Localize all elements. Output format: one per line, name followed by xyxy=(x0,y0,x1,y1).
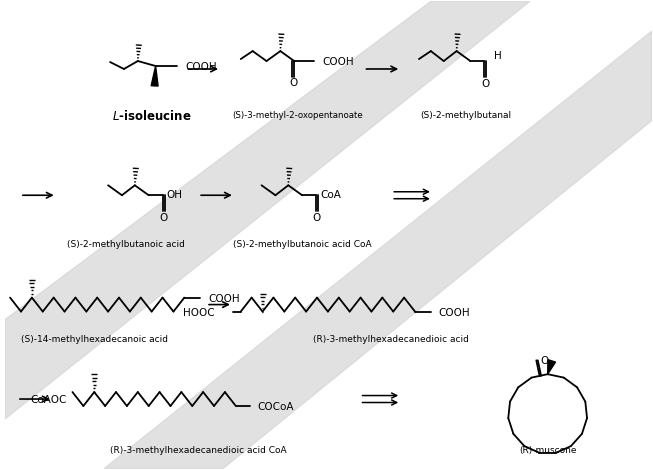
Text: (R)-3-methylhexadecanedioic acid: (R)-3-methylhexadecanedioic acid xyxy=(313,335,469,344)
Text: (S)-14-methylhexadecanoic acid: (S)-14-methylhexadecanoic acid xyxy=(21,335,168,344)
Text: O: O xyxy=(481,79,489,89)
Polygon shape xyxy=(151,66,158,86)
Text: COOH: COOH xyxy=(439,307,470,318)
Text: (R)-3-methylhexadecanedioic acid CoA: (R)-3-methylhexadecanedioic acid CoA xyxy=(110,446,287,455)
Text: (S)-2-methylbutanoic acid CoA: (S)-2-methylbutanoic acid CoA xyxy=(233,241,372,250)
Polygon shape xyxy=(548,360,556,374)
Text: O: O xyxy=(540,356,549,366)
Text: (S)-2-methylbutanoic acid: (S)-2-methylbutanoic acid xyxy=(67,241,185,250)
Text: (S)-3-methyl-2-oxopentanoate: (S)-3-methyl-2-oxopentanoate xyxy=(232,111,362,120)
Text: COOH: COOH xyxy=(322,57,353,67)
Text: O: O xyxy=(159,213,168,223)
Polygon shape xyxy=(5,1,530,419)
Text: HOOC: HOOC xyxy=(183,307,215,318)
Text: COOH: COOH xyxy=(208,294,240,304)
Polygon shape xyxy=(104,31,652,469)
Text: $\mathit{L}$-isoleucine: $\mathit{L}$-isoleucine xyxy=(112,109,191,123)
Text: O: O xyxy=(313,213,321,223)
Text: CoAOC: CoAOC xyxy=(30,395,67,405)
Text: (R)-muscone: (R)-muscone xyxy=(519,446,577,455)
Text: CoA: CoA xyxy=(320,190,341,200)
Text: H: H xyxy=(494,51,502,61)
Text: OH: OH xyxy=(167,190,182,200)
Text: COCoA: COCoA xyxy=(257,402,294,412)
Text: (S)-2-methylbutanal: (S)-2-methylbutanal xyxy=(420,111,511,120)
Text: O: O xyxy=(289,78,297,88)
Text: COOH: COOH xyxy=(185,62,217,72)
